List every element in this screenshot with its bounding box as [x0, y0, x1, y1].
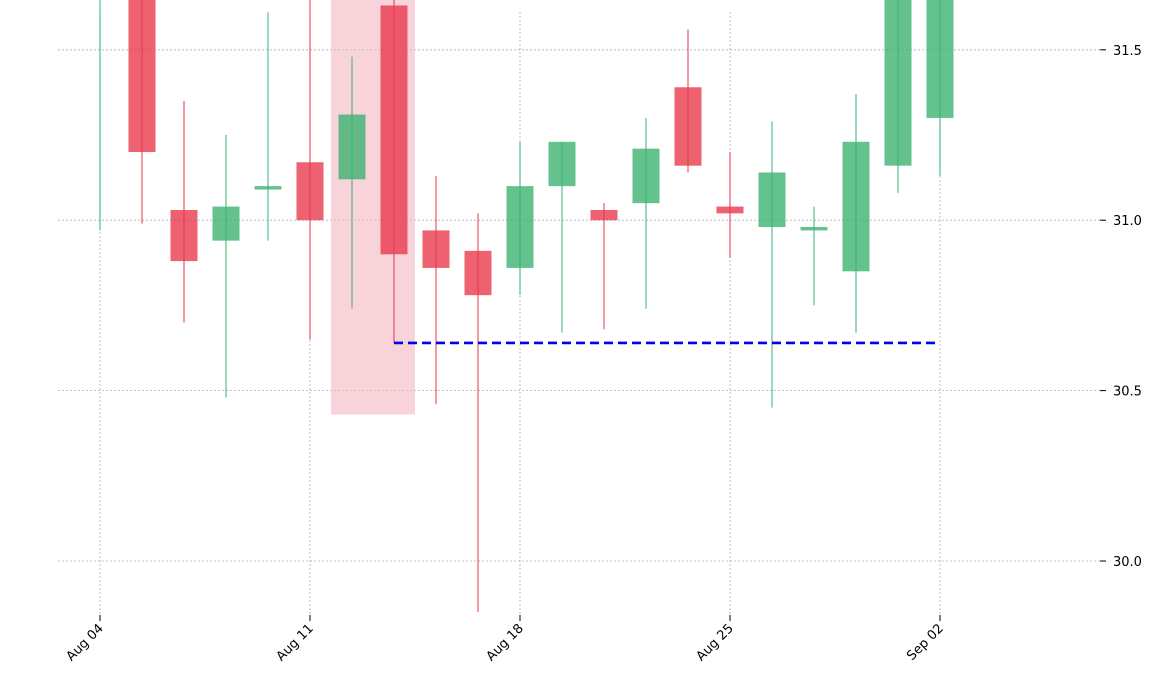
- x-axis: Aug 04 Aug 11 Aug 18 Aug 25 Sep 02: [64, 615, 947, 664]
- y-tick-label: 30.5: [1113, 385, 1142, 400]
- candle-body-up: [926, 0, 954, 118]
- candle-body-down: [674, 87, 702, 166]
- candle-body-up: [212, 206, 240, 241]
- candle-body-up: [338, 114, 366, 180]
- candle-body-up: [758, 172, 786, 228]
- candle-body-down: [380, 5, 408, 255]
- candle-body-up: [506, 186, 534, 268]
- candles: [99, 0, 954, 613]
- candle-body-down: [422, 230, 450, 268]
- candle-body-down: [716, 206, 744, 214]
- candle-body-down: [590, 209, 618, 221]
- x-tick-label: Aug 25: [694, 621, 737, 664]
- y-axis: 30.030.531.031.532.032.533.0: [1100, 44, 1142, 570]
- x-tick-label: Aug 11: [274, 621, 317, 664]
- levels: [394, 341, 940, 345]
- y-tick-label: 31.5: [1113, 44, 1142, 59]
- candle-body-up: [800, 227, 828, 231]
- candle-body-down: [464, 250, 492, 296]
- candle-body-up: [842, 141, 870, 272]
- x-tick-label: Aug 18: [484, 621, 527, 664]
- x-tick-label: Aug 04: [64, 621, 107, 664]
- candle-body-up: [548, 141, 576, 187]
- y-tick-label: 30.0: [1113, 555, 1142, 570]
- candle-body-down: [296, 162, 324, 221]
- candle-body-down: [128, 0, 156, 153]
- y-tick-label: 31.0: [1113, 214, 1142, 229]
- candle-body-down: [170, 209, 198, 262]
- candle-body-up: [254, 186, 282, 190]
- candle-body-up: [632, 148, 660, 204]
- candle-body-up: [884, 0, 912, 166]
- x-tick-label: Sep 02: [904, 621, 947, 664]
